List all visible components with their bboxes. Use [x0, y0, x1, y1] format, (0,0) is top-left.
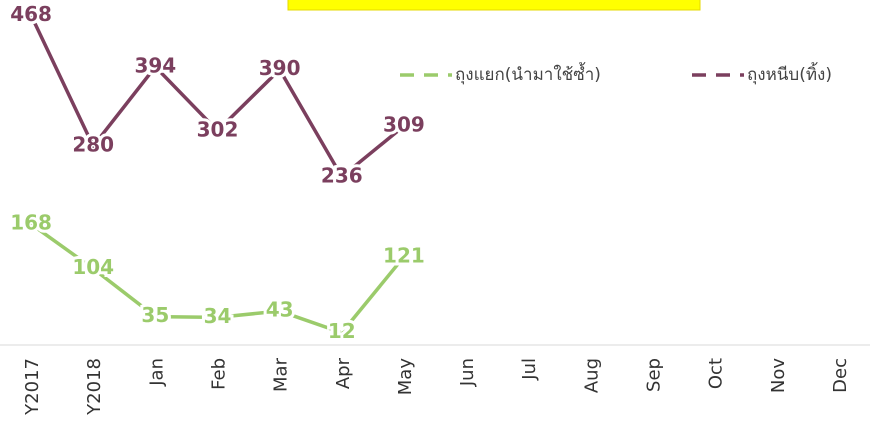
- data-label: 121: [383, 243, 425, 267]
- x-tick-label: May: [395, 358, 416, 396]
- x-tick-label: Jan: [146, 358, 167, 387]
- data-label: 34: [204, 304, 232, 328]
- x-tick-label: Y2018: [84, 358, 105, 416]
- x-tick-label: Apr: [333, 357, 354, 389]
- data-label: 236: [321, 163, 363, 187]
- x-tick-label: Mar: [271, 357, 292, 392]
- x-tick-label: Jul: [519, 358, 540, 381]
- legend-label: ถุงหนีบ(ทิ้ง): [747, 62, 832, 85]
- data-label: 280: [72, 133, 114, 157]
- data-label: 12: [328, 319, 356, 343]
- data-label: 168: [10, 211, 52, 235]
- data-label: 43: [266, 298, 294, 322]
- x-tick-label: Dec: [830, 358, 851, 393]
- x-tick-label: Nov: [768, 358, 789, 393]
- data-label: 35: [141, 303, 169, 327]
- x-tick-label: Jun: [457, 358, 478, 387]
- data-label: 104: [72, 255, 114, 279]
- data-label: 309: [383, 112, 425, 136]
- data-label: 394: [134, 53, 176, 77]
- x-tick-label: Sep: [644, 358, 665, 392]
- data-label: 468: [10, 2, 52, 26]
- x-tick-label: Oct: [706, 358, 727, 389]
- title-box: [287, 0, 701, 11]
- series-line: [30, 222, 406, 335]
- data-label: 302: [197, 117, 239, 141]
- data-label: 390: [259, 56, 301, 80]
- x-tick-label: Feb: [209, 358, 230, 390]
- legend-label: ถุงแยก(นำมาใช้ซ้ำ): [455, 62, 601, 85]
- x-tick-label: Y2017: [22, 358, 43, 416]
- x-tick-label: Aug: [581, 358, 602, 393]
- series-line: [29, 14, 406, 180]
